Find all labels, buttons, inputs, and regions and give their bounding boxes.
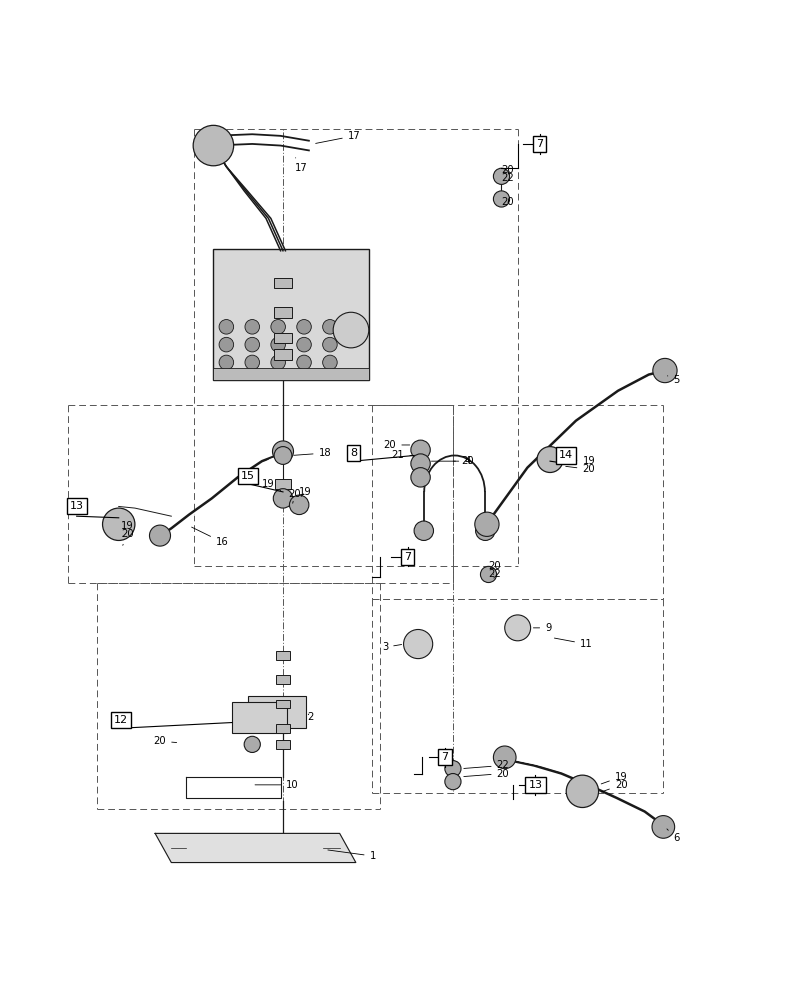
Circle shape — [536, 447, 562, 472]
Text: 17: 17 — [294, 158, 307, 173]
Circle shape — [296, 320, 311, 334]
Circle shape — [493, 191, 509, 207]
Circle shape — [271, 337, 285, 352]
Circle shape — [322, 337, 337, 352]
Circle shape — [565, 775, 598, 808]
Circle shape — [493, 168, 509, 184]
Text: 20: 20 — [383, 440, 410, 450]
Text: 5: 5 — [667, 375, 679, 385]
Bar — [275, 479, 290, 489]
Bar — [276, 700, 290, 708]
Text: 1: 1 — [328, 850, 375, 861]
Bar — [274, 278, 291, 288]
Text: 9: 9 — [533, 623, 551, 633]
Circle shape — [219, 337, 234, 352]
Text: 7: 7 — [440, 752, 448, 762]
Text: 16: 16 — [191, 527, 229, 547]
Text: 12: 12 — [114, 715, 128, 725]
Bar — [276, 724, 290, 733]
Circle shape — [149, 525, 170, 546]
Circle shape — [219, 355, 234, 370]
FancyBboxPatch shape — [213, 249, 368, 380]
Circle shape — [444, 761, 461, 777]
Text: 17: 17 — [315, 131, 360, 143]
Text: 20: 20 — [501, 165, 513, 175]
Text: 6: 6 — [666, 829, 679, 843]
Text: 3: 3 — [381, 642, 401, 652]
Text: 7: 7 — [404, 552, 410, 562]
Text: 10: 10 — [255, 780, 298, 790]
Bar — [276, 675, 290, 684]
Bar — [274, 307, 291, 318]
Text: 19: 19 — [262, 479, 281, 491]
Circle shape — [333, 312, 368, 348]
Text: 20: 20 — [121, 529, 134, 545]
Circle shape — [272, 441, 293, 462]
Circle shape — [245, 355, 260, 370]
Circle shape — [296, 337, 311, 352]
Text: 20: 20 — [431, 456, 473, 466]
Text: 19: 19 — [121, 521, 134, 536]
Circle shape — [245, 337, 260, 352]
Circle shape — [271, 355, 285, 370]
Text: 13: 13 — [528, 780, 542, 790]
Bar — [276, 740, 290, 749]
Circle shape — [193, 125, 234, 166]
Circle shape — [403, 629, 432, 659]
Circle shape — [102, 508, 135, 540]
Text: 14: 14 — [559, 450, 573, 460]
Circle shape — [474, 512, 499, 536]
Text: 22: 22 — [501, 173, 513, 183]
Bar — [213, 368, 368, 380]
Bar — [274, 333, 291, 343]
Text: 20: 20 — [565, 464, 594, 474]
Circle shape — [296, 355, 311, 370]
Circle shape — [652, 358, 676, 383]
Circle shape — [245, 320, 260, 334]
Circle shape — [480, 566, 496, 583]
Circle shape — [493, 746, 516, 769]
Text: 11: 11 — [554, 638, 592, 649]
Text: 19: 19 — [566, 456, 594, 466]
Circle shape — [271, 320, 285, 334]
Circle shape — [322, 355, 337, 370]
Circle shape — [274, 447, 291, 464]
Circle shape — [410, 468, 430, 487]
Text: 7: 7 — [535, 139, 543, 149]
Circle shape — [410, 440, 430, 460]
Circle shape — [504, 615, 530, 641]
Text: 22: 22 — [488, 569, 500, 579]
Bar — [248, 696, 306, 728]
Text: 18: 18 — [294, 448, 331, 458]
Polygon shape — [155, 833, 355, 863]
Text: 8: 8 — [350, 448, 357, 458]
Circle shape — [322, 320, 337, 334]
Text: 21: 21 — [391, 450, 412, 460]
Circle shape — [414, 521, 433, 540]
Circle shape — [475, 521, 495, 540]
Bar — [232, 702, 287, 733]
Bar — [274, 349, 291, 360]
Text: 20: 20 — [600, 780, 627, 792]
Circle shape — [273, 489, 292, 508]
Text: 4: 4 — [453, 456, 470, 466]
Text: 19: 19 — [600, 772, 627, 784]
Text: 20: 20 — [488, 561, 500, 574]
Text: 15: 15 — [241, 471, 255, 481]
Circle shape — [410, 454, 430, 473]
Circle shape — [219, 320, 234, 334]
Circle shape — [244, 736, 260, 752]
Text: 20: 20 — [501, 197, 513, 207]
Circle shape — [444, 774, 461, 790]
Text: 22: 22 — [463, 760, 508, 770]
Text: 2: 2 — [307, 712, 313, 722]
Bar — [276, 651, 290, 660]
Text: 13: 13 — [70, 501, 84, 511]
Circle shape — [651, 816, 674, 838]
Text: 20: 20 — [288, 489, 301, 503]
Text: 20: 20 — [153, 736, 177, 746]
Text: 20: 20 — [463, 769, 508, 779]
Circle shape — [289, 495, 308, 515]
Text: 19: 19 — [298, 487, 311, 497]
